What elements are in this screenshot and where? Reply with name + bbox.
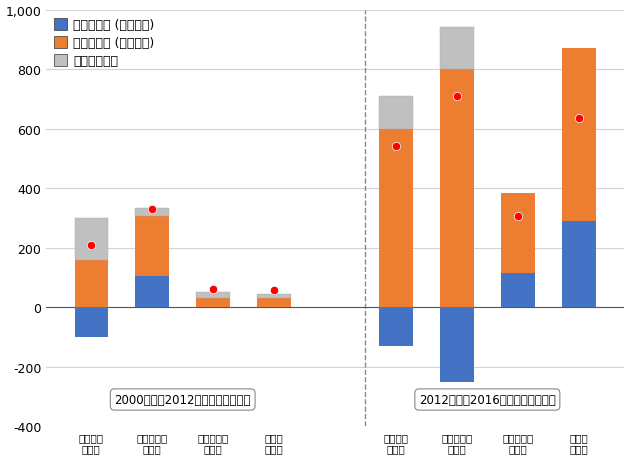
Bar bbox=[379, 97, 413, 129]
Bar bbox=[135, 208, 169, 217]
Text: 2000年から2012年にかけての変化: 2000年から2012年にかけての変化 bbox=[115, 393, 251, 406]
Text: 2012年から2016年にかけての変化: 2012年から2016年にかけての変化 bbox=[419, 393, 556, 406]
Bar bbox=[74, 308, 108, 337]
Bar bbox=[74, 218, 108, 260]
Bar bbox=[197, 293, 230, 299]
Bar bbox=[379, 308, 413, 346]
Bar bbox=[501, 193, 535, 274]
Bar bbox=[74, 260, 108, 308]
Bar bbox=[562, 49, 595, 221]
Bar bbox=[257, 299, 291, 308]
Bar bbox=[135, 276, 169, 308]
Bar bbox=[440, 28, 474, 70]
Bar bbox=[135, 217, 169, 276]
Bar bbox=[501, 274, 535, 308]
Bar bbox=[440, 308, 474, 382]
Legend: 開発優先度 (個別技術), 開発優先度 (人工知能), 研究開発規模: 開発優先度 (個別技術), 開発優先度 (人工知能), 研究開発規模 bbox=[52, 17, 157, 71]
Bar bbox=[379, 129, 413, 308]
Bar bbox=[562, 221, 595, 308]
Bar bbox=[197, 299, 230, 308]
Bar bbox=[440, 70, 474, 308]
Bar bbox=[257, 294, 291, 299]
